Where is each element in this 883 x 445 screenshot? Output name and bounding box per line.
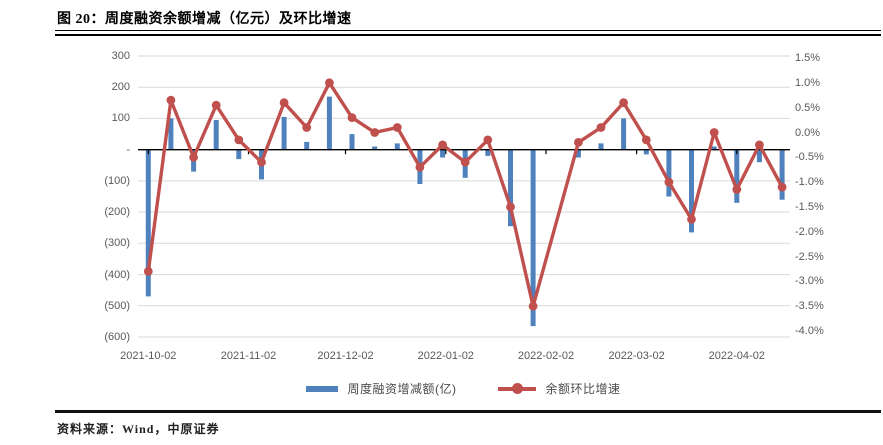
bar bbox=[281, 116, 287, 150]
bar bbox=[394, 143, 400, 150]
left-axis-tick-label: (200) bbox=[104, 206, 130, 219]
bar bbox=[598, 143, 604, 150]
line-marker bbox=[302, 123, 312, 132]
left-axis-tick-label: 200 bbox=[111, 81, 130, 94]
line-series-swatch-icon bbox=[498, 383, 537, 394]
right-axis-tick-label: -1.5% bbox=[795, 200, 824, 213]
right-axis-tick-label: 1.5% bbox=[795, 52, 821, 64]
line-marker bbox=[709, 128, 719, 137]
title-divider bbox=[55, 30, 881, 36]
line-marker bbox=[687, 214, 696, 224]
right-axis-tick-label: -3.5% bbox=[795, 300, 824, 313]
line-marker bbox=[506, 202, 515, 212]
line-marker bbox=[755, 140, 764, 150]
legend-item-line-series: 余额环比增速 bbox=[498, 380, 620, 397]
bar bbox=[689, 149, 694, 233]
bar bbox=[168, 118, 174, 150]
bar bbox=[508, 149, 513, 227]
line-marker bbox=[732, 185, 742, 194]
left-axis-tick-label: (300) bbox=[104, 237, 130, 250]
bar bbox=[575, 149, 581, 158]
left-axis-tick-label: (400) bbox=[104, 268, 130, 281]
bar bbox=[236, 149, 242, 160]
right-axis-tick-label: -2.0% bbox=[795, 225, 824, 238]
bar bbox=[304, 141, 310, 150]
left-axis-tick-label: (100) bbox=[104, 174, 130, 187]
x-axis-tick-label: 2022-04-02 bbox=[708, 350, 765, 362]
bar bbox=[145, 149, 151, 297]
line-marker bbox=[166, 95, 176, 105]
line-marker bbox=[392, 123, 402, 132]
bar bbox=[734, 149, 740, 203]
bar-series-label: 周度融资增减额(亿) bbox=[347, 382, 457, 396]
line-marker bbox=[257, 157, 266, 167]
x-axis-tick-label: 2022-01-02 bbox=[417, 350, 474, 362]
source-note: 资料来源：Wind，中原证券 bbox=[57, 422, 220, 436]
right-axis-tick-label: -4.0% bbox=[795, 325, 824, 337]
line-marker bbox=[143, 267, 153, 276]
line-series-marker-icon bbox=[512, 383, 524, 394]
line-marker bbox=[279, 98, 289, 108]
line-marker bbox=[664, 177, 674, 187]
line-marker bbox=[415, 162, 425, 172]
bar bbox=[621, 118, 627, 150]
left-axis-tick-label: 100 bbox=[111, 112, 130, 125]
x-axis-tick-label: 2021-12-02 bbox=[317, 350, 374, 362]
footer-divider bbox=[55, 410, 881, 413]
right-axis-tick-label: 0.5% bbox=[795, 101, 821, 114]
line-series-label: 余额环比增速 bbox=[545, 382, 621, 396]
line-marker bbox=[211, 100, 221, 110]
x-axis-tick-label: 2021-11-02 bbox=[220, 350, 277, 362]
bar bbox=[666, 149, 672, 197]
line-marker bbox=[619, 98, 628, 108]
line-marker bbox=[596, 123, 606, 132]
right-axis-tick-label: -2.5% bbox=[795, 250, 824, 263]
x-axis-tick-label: 2022-02-02 bbox=[517, 350, 575, 362]
bar bbox=[440, 149, 446, 158]
x-axis-tick-label: 2021-10-02 bbox=[120, 350, 177, 362]
x-axis-tick-label: 2022-03-02 bbox=[608, 350, 665, 362]
line-marker bbox=[189, 152, 199, 162]
bar bbox=[643, 149, 649, 155]
line-marker bbox=[641, 135, 651, 145]
line-marker bbox=[528, 301, 538, 311]
left-axis-tick-label: - bbox=[126, 143, 130, 156]
left-axis-tick-label: 300 bbox=[111, 50, 130, 62]
bar-series-swatch-icon bbox=[306, 385, 339, 392]
bar bbox=[530, 149, 536, 327]
figure-title: 图 20：周度融资余额增减（亿元）及环比增速 bbox=[57, 12, 352, 27]
line-marker bbox=[370, 128, 380, 137]
bar bbox=[485, 149, 491, 156]
right-axis-tick-label: -3.0% bbox=[795, 275, 824, 288]
line-marker bbox=[325, 78, 334, 88]
bar bbox=[213, 120, 219, 150]
bar bbox=[349, 134, 355, 150]
right-axis-tick-label: -0.5% bbox=[795, 151, 824, 164]
bar bbox=[711, 146, 717, 150]
line-marker bbox=[347, 113, 357, 122]
line-marker bbox=[234, 135, 244, 145]
line-marker bbox=[777, 182, 787, 192]
bar bbox=[326, 96, 332, 150]
line-marker bbox=[574, 138, 583, 147]
right-axis-tick-label: 1.0% bbox=[795, 76, 821, 89]
right-axis-tick-label: 0.0% bbox=[795, 126, 821, 139]
bar bbox=[779, 149, 785, 200]
line-marker bbox=[460, 157, 470, 167]
legend-item-bar-series: 周度融资增减额(亿) bbox=[306, 380, 456, 397]
line-series-path bbox=[146, 81, 784, 308]
bar bbox=[372, 146, 378, 150]
line-marker bbox=[483, 135, 493, 145]
line-marker bbox=[438, 140, 447, 150]
left-axis-tick-label: (600) bbox=[104, 331, 130, 343]
bar bbox=[756, 149, 762, 163]
right-axis-tick-label: -1.0% bbox=[795, 176, 824, 189]
left-axis-tick-label: (500) bbox=[104, 299, 130, 312]
chart-legend: 周度融资增减额(亿) 余额环比增速 bbox=[22, 380, 883, 397]
